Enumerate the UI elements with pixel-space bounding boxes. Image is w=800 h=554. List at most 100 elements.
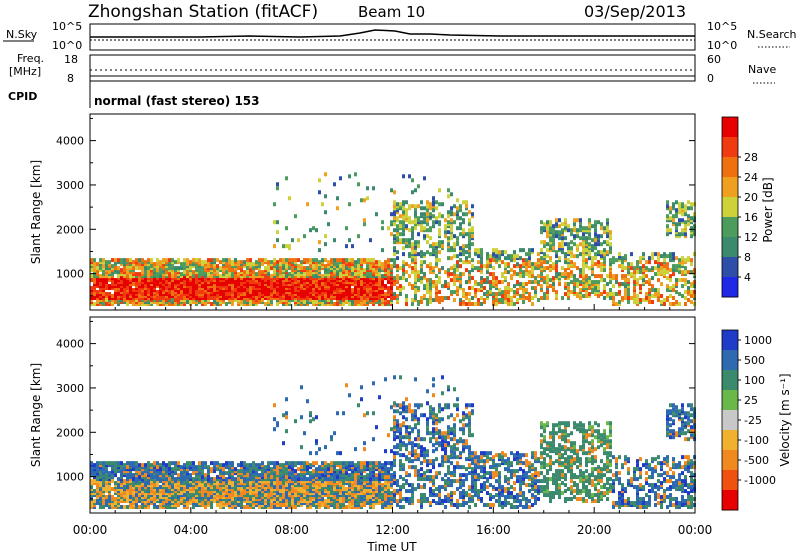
range-cell [186,272,189,277]
range-cell [276,220,279,225]
range-cell [303,234,306,239]
range-cell [651,252,654,257]
range-cell [528,296,531,301]
range-cell [255,260,258,265]
range-cell [657,272,660,277]
range-cell [393,222,396,227]
range-cell [501,280,504,285]
range-cell [93,302,96,307]
range-cell [459,272,462,277]
range-cell [213,469,216,474]
range-cell [189,473,192,478]
station-title: Zhongshan Station (fitACF) [88,2,318,22]
range-cell [237,260,240,265]
range-cell [258,264,261,269]
range-cell [258,292,261,297]
range-cell [132,288,135,293]
range-cell [591,244,594,249]
range-cell [96,483,99,488]
range-cell [489,272,492,277]
range-cell [141,270,144,275]
range-cell [99,461,102,466]
range-cell [489,280,492,285]
range-cell [105,469,108,474]
range-cell [117,270,120,275]
range-cell [354,172,357,177]
range-cell [285,226,288,231]
range-cell [390,286,393,291]
range-cell [681,202,684,207]
range-cell [435,242,438,247]
range-cell [600,242,603,247]
range-cell [411,242,414,247]
range-cell [438,296,441,301]
range-cell [450,278,453,283]
range-cell [462,228,465,233]
range-cell [666,284,669,289]
range-cell [420,300,423,305]
range-cell [249,477,252,482]
range-cell [678,232,681,237]
range-cell [213,477,216,482]
range-cell [567,242,570,247]
range-cell [540,226,543,231]
range-cell [330,258,333,263]
range-cell [438,228,441,233]
range-cell [522,270,525,275]
range-cell [510,268,513,273]
range-cell [192,461,195,466]
range-cell [426,278,429,283]
range-cell [240,288,243,293]
range-cell [282,469,285,474]
range-cell [309,228,312,233]
range-cell [189,300,192,305]
range-cell [273,427,276,432]
range-cell [228,461,231,466]
range-cell [669,210,672,215]
range-cell [297,274,300,279]
colorbar-swatch [722,117,738,138]
range-cell [168,477,171,482]
freq-left-label-1: Freq. [17,52,44,65]
range-cell [633,266,636,271]
range-cell [96,262,99,267]
range-cell [288,196,291,201]
range-cell [258,270,261,275]
range-cell [291,471,294,476]
range-cell [687,200,690,205]
range-cell [249,302,252,307]
range-cell [588,232,591,237]
range-cell [432,248,435,253]
range-cell [318,240,321,245]
range-cell [399,202,402,207]
range-cell [435,200,438,205]
range-cell [159,463,162,468]
noise-sky-line [90,29,695,38]
range-cell [192,465,195,470]
range-cell [276,238,279,243]
range-cell [135,503,138,508]
range-cell [531,302,534,307]
range-cell [417,244,420,249]
range-cell [486,280,489,285]
range-cell [603,296,606,301]
range-cell [417,274,420,279]
range-cell [537,274,540,279]
range-cell [567,250,570,255]
range-cell [573,288,576,293]
range-cell [525,262,528,267]
range-cell [585,264,588,269]
range-cell [552,276,555,281]
range-cell [327,268,330,273]
range-cell [549,284,552,289]
range-cell [144,489,147,494]
range-cell [183,475,186,480]
range-cell [108,461,111,466]
range-cell [342,258,345,263]
range-cell [684,290,687,295]
range-cell [444,284,447,289]
range-cell [147,461,150,466]
range-cell [687,280,690,285]
range-cell [225,477,228,482]
range-cell [426,234,429,239]
